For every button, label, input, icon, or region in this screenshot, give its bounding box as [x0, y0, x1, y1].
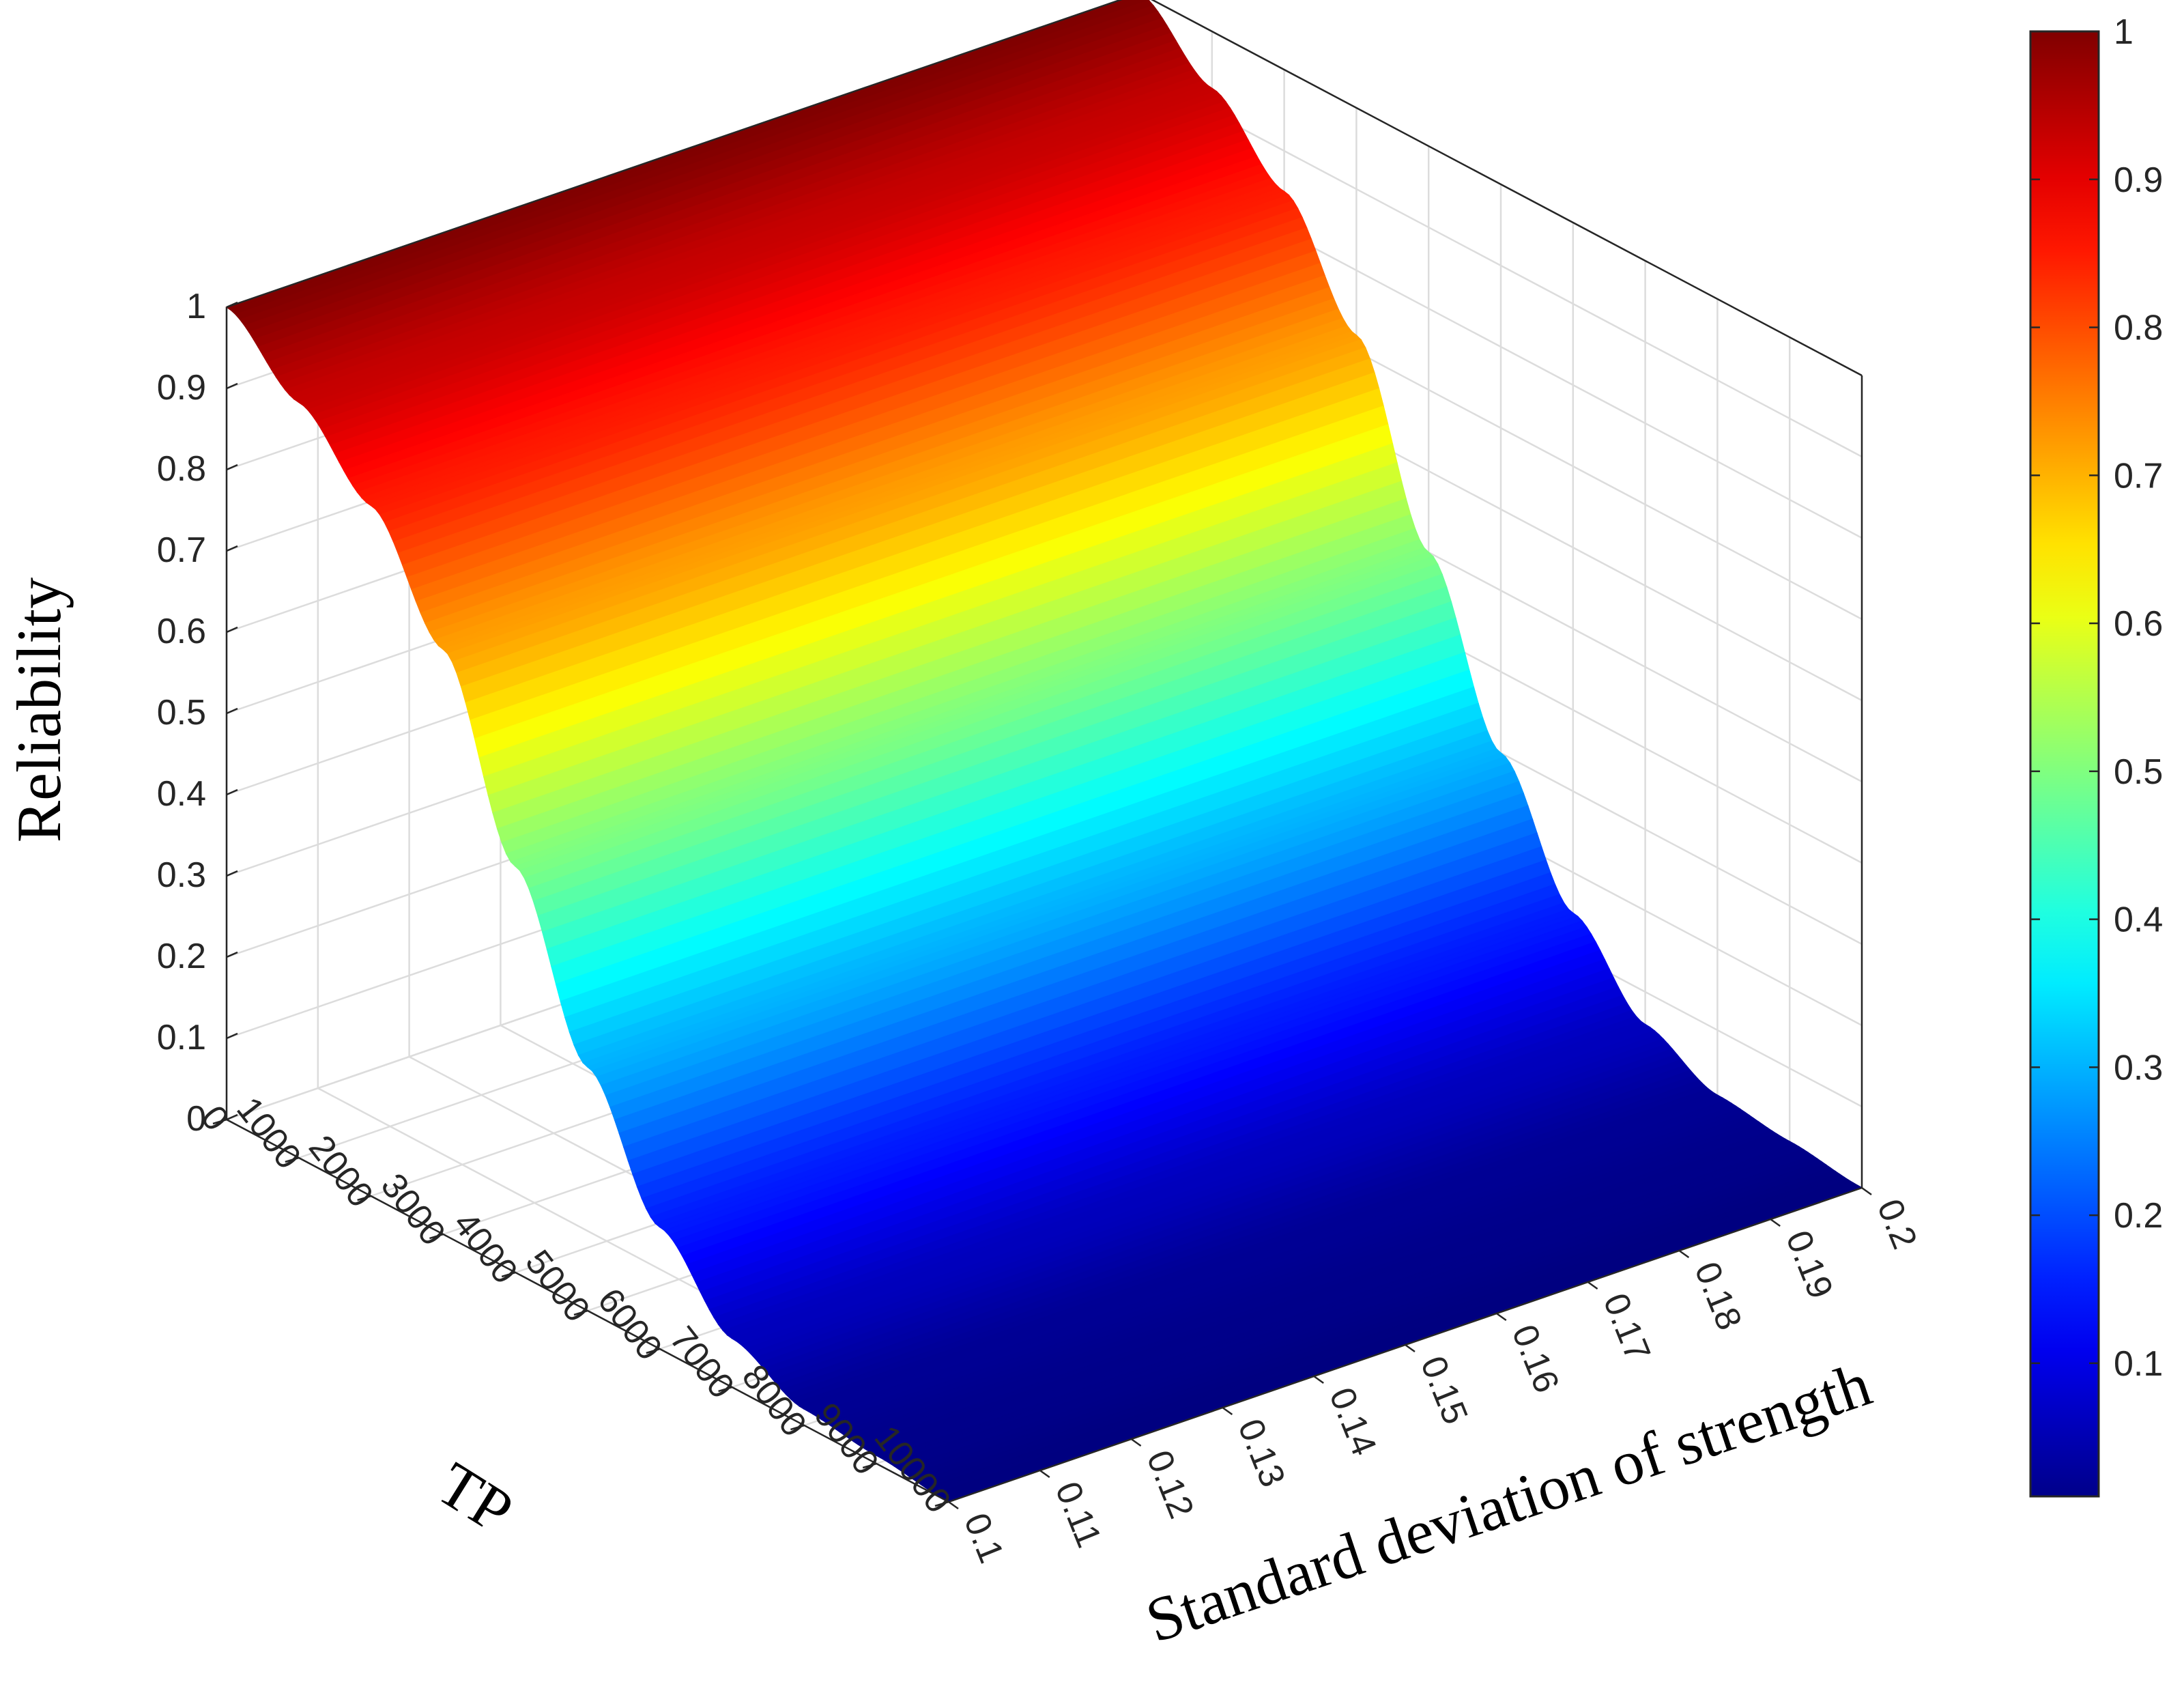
z-tick-label: 0.3	[157, 855, 206, 895]
colorbar-tick-label: 1	[2114, 12, 2133, 52]
y-tick-mark	[1587, 1281, 1598, 1290]
z-tick-mark	[226, 545, 238, 552]
colorbar-tick-label: 0.3	[2114, 1048, 2163, 1087]
y-tick-mark	[948, 1500, 959, 1510]
z-tick-label: 0.7	[157, 530, 206, 570]
y-tick-mark	[1496, 1312, 1507, 1322]
y-tick-label: 0.17	[1595, 1288, 1658, 1367]
z-tick-mark	[226, 301, 238, 309]
x-tick-mark	[429, 1233, 444, 1240]
colorbar-ticks: 0.1 0.2 0.3 0.4 0.5 0.6 0.7 0.8 0.9 1	[2030, 12, 2163, 1384]
x-tick-mark	[285, 1156, 300, 1163]
z-tick-label: 0.6	[157, 612, 206, 651]
x-tick-label: 6000	[590, 1281, 670, 1368]
colorbar-tick-label: 0.6	[2114, 604, 2163, 644]
colorbar: 0.1 0.2 0.3 0.4 0.5 0.6 0.7 0.8 0.9 1	[2029, 12, 2163, 1498]
y-tick-label: 0.12	[1138, 1445, 1201, 1524]
z-tick-label: 0.8	[157, 449, 206, 489]
y-tick-label: 0.18	[1686, 1257, 1749, 1336]
y-tick-label: 0.11	[1048, 1477, 1109, 1553]
x-tick-mark	[357, 1195, 371, 1201]
box-top-back-edge	[1151, 0, 1863, 377]
z-tick-mark	[226, 626, 238, 634]
z-tick-mark	[226, 951, 238, 958]
x-tick-label: 3000	[373, 1167, 453, 1253]
x-tick-mark	[934, 1500, 949, 1507]
z-axis-title: Reliability	[4, 578, 74, 842]
z-tick-label: 0.2	[157, 937, 206, 976]
y-tick-mark	[1313, 1375, 1324, 1384]
y-tick-label: 0.14	[1321, 1382, 1384, 1462]
y-tick-mark	[1861, 1186, 1872, 1196]
y-tick-mark	[1039, 1469, 1050, 1479]
z-tick-label: 0.9	[157, 368, 206, 408]
y-tick-mark	[1678, 1249, 1690, 1259]
x-tick-label: 2000	[301, 1128, 381, 1215]
y-tick-label: 0.16	[1504, 1320, 1567, 1399]
y-tick-mark	[1130, 1438, 1142, 1447]
z-tick-mark	[226, 1032, 238, 1040]
z-tick-mark	[226, 788, 238, 796]
colorbar-tick-label: 0.8	[2114, 309, 2163, 348]
colorbar-tick-label: 0.1	[2114, 1344, 2163, 1384]
z-tick-label: 0.5	[157, 693, 206, 732]
z-tick-mark	[226, 870, 238, 877]
x-tick-mark	[862, 1462, 877, 1469]
y-tick-label: 0.13	[1230, 1414, 1293, 1493]
colorbar-tick-label: 0.9	[2114, 160, 2163, 200]
z-axis-ticks: 0 0.1 0.2 0.3 0.4 0.5 0.6 0.7 0.8 0.9 1	[157, 287, 238, 1139]
z-tick-label: 1	[186, 287, 206, 326]
x-tick-label: 4000	[446, 1205, 526, 1292]
surface-plot	[225, 0, 1863, 1503]
z-tick-label: 0.4	[157, 774, 206, 814]
z-tick-label: 0	[186, 1099, 206, 1139]
x-tick-mark	[790, 1424, 805, 1431]
z-tick-label: 0.1	[157, 1018, 206, 1057]
y-tick-label: 0.2	[1869, 1194, 1925, 1255]
x-tick-mark	[646, 1348, 661, 1354]
z-tick-mark	[226, 382, 238, 390]
x-tick-label: 5000	[517, 1243, 597, 1330]
colorbar-tick-label: 0.5	[2114, 752, 2163, 792]
y-tick-mark	[1405, 1343, 1416, 1353]
z-tick-mark	[226, 1113, 238, 1121]
x-tick-mark	[718, 1386, 732, 1393]
box-top-left-edge	[226, 0, 1123, 309]
z-tick-mark	[226, 464, 238, 471]
x-tick-mark	[212, 1118, 227, 1125]
colorbar-tick-label: 0.4	[2114, 900, 2163, 940]
x-tick-mark	[501, 1271, 516, 1278]
z-tick-mark	[226, 707, 238, 715]
colorbar-tick-label: 0.7	[2114, 456, 2163, 496]
x-tick-mark	[573, 1309, 588, 1316]
x-axis-title: TP	[426, 1449, 525, 1546]
colorbar-tick-label: 0.2	[2114, 1196, 2163, 1236]
colorbar-bar	[2029, 30, 2100, 1498]
y-tick-mark	[1770, 1218, 1781, 1227]
y-tick-label: 0.15	[1413, 1351, 1476, 1430]
y-tick-mark	[1222, 1406, 1233, 1416]
y-tick-label: 0.19	[1778, 1225, 1841, 1305]
y-tick-label: 0.1	[956, 1508, 1011, 1569]
